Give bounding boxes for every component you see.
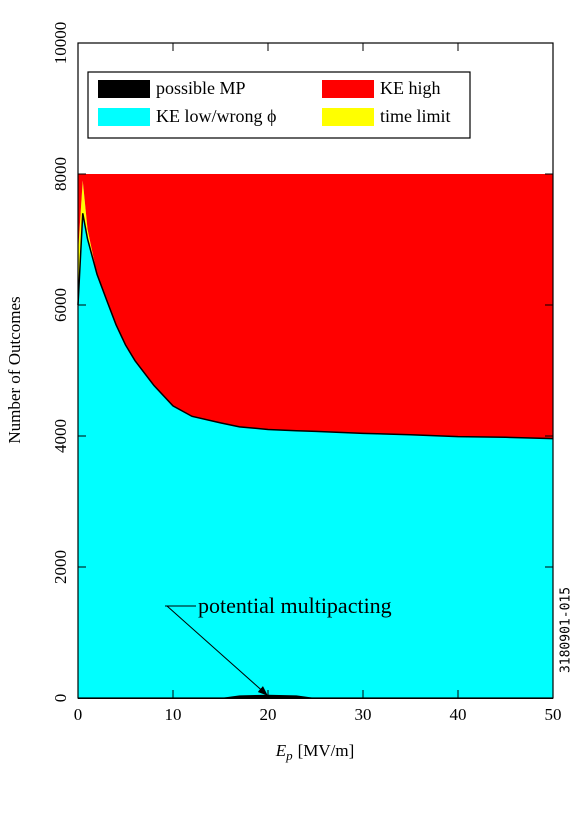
y-tick-label: 10000 (51, 22, 70, 65)
y-tick-label: 2000 (51, 550, 70, 584)
y-tick-label: 8000 (51, 157, 70, 191)
legend-swatch (322, 108, 374, 126)
y-tick-label: 4000 (51, 419, 70, 453)
legend-swatch (98, 108, 150, 126)
frame (77, 42, 554, 699)
y-tick-label: 6000 (51, 288, 70, 322)
legend-label: KE high (380, 78, 441, 98)
area (78, 213, 553, 699)
area (78, 174, 553, 439)
x-label-var: E (275, 741, 287, 760)
x-axis-label: Ep [MV/m] (275, 741, 355, 763)
x-tick-label: 0 (74, 705, 83, 724)
annotation-arrow (166, 605, 268, 696)
y-axis-label: Number of Outcomes (5, 296, 24, 443)
legend-label: time limit (380, 106, 451, 126)
x-tick-label: 50 (545, 705, 562, 724)
annotation: potential multipacting (198, 593, 392, 618)
legend-label: KE low/wrong ϕ (156, 106, 276, 126)
legend-label: possible MP (156, 78, 246, 98)
x-label-unit: [MV/m] (298, 741, 355, 760)
figure-id: 3180901-015 (559, 587, 574, 673)
boundary-line (77, 213, 554, 440)
legend-box (87, 71, 471, 139)
x-tick-label: 10 (165, 705, 182, 724)
legend-swatch (98, 80, 150, 98)
x-tick-label: 20 (260, 705, 277, 724)
x-tick-label: 30 (355, 705, 372, 724)
x-label-sub: p (285, 748, 293, 763)
y-tick-label: 0 (51, 694, 70, 703)
legend-swatch (322, 80, 374, 98)
x-tick-label: 40 (450, 705, 467, 724)
